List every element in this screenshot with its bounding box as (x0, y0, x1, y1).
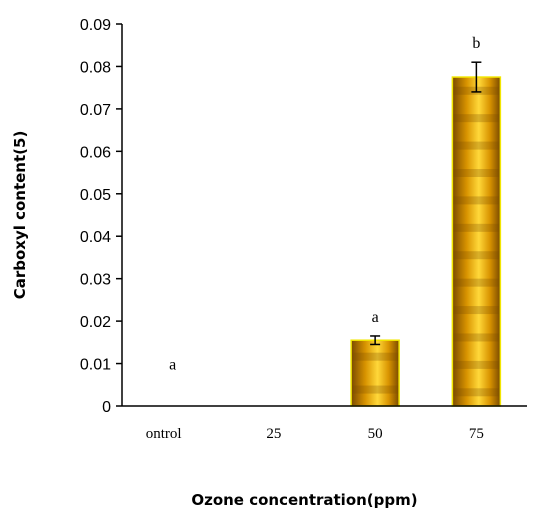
bar-shade-band (453, 333, 500, 342)
significance-labels-layer: a a b (169, 35, 480, 373)
bar-shade-band (453, 251, 500, 260)
bar-shade-band (352, 352, 399, 361)
bar-shade-band (453, 278, 500, 287)
bars-layer (350, 76, 502, 407)
bar-shade-band (453, 388, 500, 397)
bar-shade-band (453, 306, 500, 315)
bar (350, 339, 400, 407)
y-axis-title: Carboxyl content(5) (11, 131, 29, 300)
y-tick-label: 0.04 (80, 229, 111, 246)
x-tick-label: 75 (469, 426, 484, 442)
significance-label: a (372, 309, 379, 326)
x-tick-labels-layer: ontrol 25 50 75 (146, 426, 484, 442)
y-tick-label: 0.08 (80, 59, 111, 76)
bar-shade-band (453, 114, 500, 123)
y-tick-label: 0 (102, 399, 111, 416)
bar (451, 76, 502, 407)
significance-label: b (472, 35, 480, 52)
y-tick-label: 0.09 (80, 17, 111, 34)
bar-shade-band (453, 141, 500, 150)
y-tick-label: 0.06 (80, 144, 111, 161)
y-ticks-layer: 0 0.01 0.02 0.03 0.04 0.05 0.06 0.07 0.08 0.09 (80, 17, 122, 416)
y-tick-label: 0.05 (80, 187, 111, 204)
x-tick-label: ontrol (146, 426, 182, 442)
bar-50 (350, 339, 400, 407)
bar-shade-band (453, 196, 500, 205)
axes-layer (121, 24, 527, 407)
bar-shade-band (453, 168, 500, 177)
bar-shade-band (453, 360, 500, 369)
bar-shade-band (453, 223, 500, 232)
bar-shade-band (352, 385, 399, 394)
y-tick-label: 0.03 (80, 272, 111, 289)
bar-75 (451, 76, 502, 407)
error-bars-layer (370, 61, 482, 346)
significance-label: a (169, 357, 176, 374)
y-tick-label: 0.02 (80, 314, 111, 331)
x-tick-label: 25 (266, 426, 281, 442)
x-tick-label: 50 (368, 426, 383, 442)
y-tick-label: 0.01 (80, 357, 111, 374)
y-tick-label: 0.07 (80, 102, 111, 119)
x-axis-title: Ozone concentration(ppm) (191, 491, 417, 509)
